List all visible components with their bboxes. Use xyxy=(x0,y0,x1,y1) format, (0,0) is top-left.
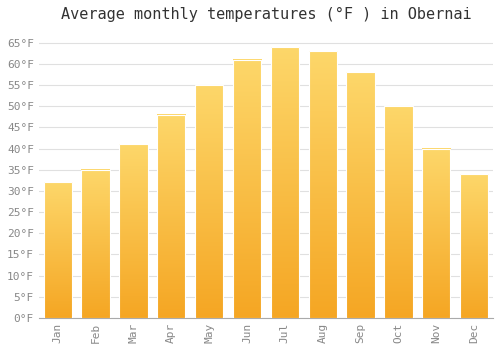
Bar xyxy=(460,174,488,318)
Bar xyxy=(384,106,412,318)
Bar xyxy=(308,51,337,318)
Bar xyxy=(44,182,72,318)
Bar xyxy=(346,72,375,318)
Bar xyxy=(270,47,299,318)
Bar xyxy=(119,144,148,318)
Bar xyxy=(157,115,186,318)
Bar xyxy=(82,170,110,318)
Title: Average monthly temperatures (°F ) in Obernai: Average monthly temperatures (°F ) in Ob… xyxy=(60,7,471,22)
Bar xyxy=(195,85,224,318)
Bar xyxy=(233,60,261,318)
Bar xyxy=(422,149,450,318)
